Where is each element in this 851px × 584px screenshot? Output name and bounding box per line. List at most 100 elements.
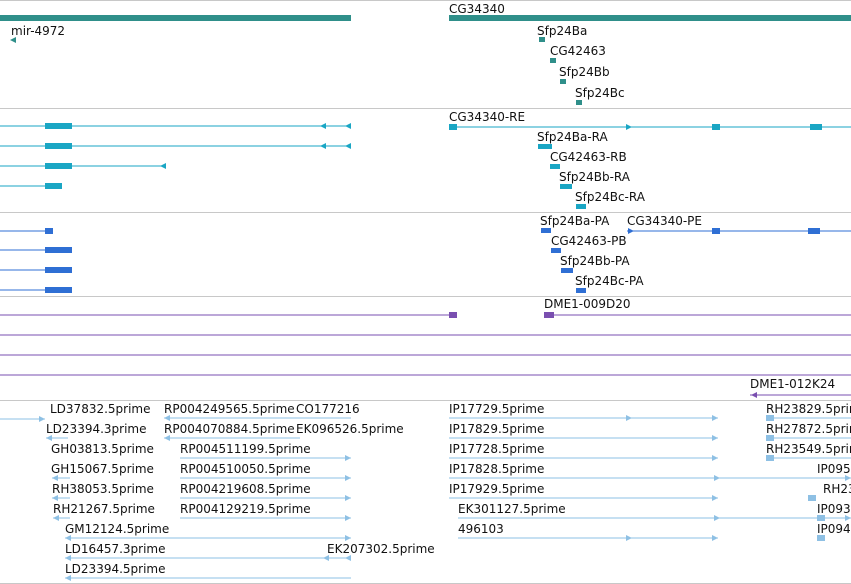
transcript-exon [560,184,572,189]
est-feature [808,495,816,501]
est-label[interactable]: RH238 [823,482,851,496]
est-arrow [714,515,720,521]
transcript-exon [810,124,822,130]
est-label[interactable]: RP004219608.5prime [180,482,311,496]
est-arrow [845,475,851,481]
est-label[interactable]: IP093 [817,502,851,516]
est-label[interactable]: LD37832.5prime [50,402,151,416]
clone-feature [449,312,457,318]
gene-feature [560,79,566,84]
est-label[interactable]: RH21267.5prime [53,502,155,516]
est-label[interactable]: EK207302.5prime [327,542,435,556]
gene-label[interactable]: mir-4972 [11,24,66,38]
est-label[interactable]: IP17829.5prime [449,422,545,436]
transcript-exon [45,123,72,129]
est-arrow [626,415,632,421]
transcript-arrow [320,143,326,149]
est-label[interactable]: 496103 [458,522,504,536]
gene-feature [576,100,582,105]
clone-label[interactable]: DME1-012K24 [750,377,836,391]
protein-label[interactable]: Sfp24Bc-PA [575,274,644,288]
est-arrow [46,435,52,441]
transcript-exon [576,204,586,209]
transcript-label[interactable]: Sfp24Bc-RA [575,190,645,204]
est-arrow [52,495,58,501]
transcript-label[interactable]: Sfp24Bb-RA [559,170,630,184]
clone-label[interactable]: DME1-009D20 [544,297,631,311]
est-label[interactable]: RP004511199.5prime [180,442,311,456]
est-arrow [53,515,59,521]
est-label[interactable]: RH38053.5prime [52,482,154,496]
est-label[interactable]: RH27872.5prim [766,422,851,436]
protein-exon [561,268,573,273]
track-separator [0,400,851,401]
transcript-exon [712,124,720,130]
est-label[interactable]: IP17728.5prime [449,442,545,456]
est-arrow [345,495,351,501]
gene-label[interactable]: Sfp24Bb [559,65,610,79]
gene-feature [550,58,556,63]
transcript-arrow [345,123,351,129]
transcript-label[interactable]: CG34340-RE [449,110,526,124]
est-label[interactable]: CO177216 [296,402,360,416]
track-separator [0,0,851,1]
transcript-exon [45,143,72,149]
est-label[interactable]: IP17929.5prime [449,482,545,496]
protein-exon [576,288,586,293]
est-label[interactable]: IP17729.5prime [449,402,545,416]
est-label[interactable]: IP17828.5prime [449,462,545,476]
est-arrow [712,535,718,541]
clone-feature [544,312,554,318]
protein-exon [45,247,72,253]
est-arrow [65,575,71,581]
est-arrow [345,535,351,541]
transcript-label[interactable]: Sfp24Ba-RA [537,130,608,144]
transcript-exon [45,163,72,169]
track-separator [0,212,851,213]
est-arrow [714,475,720,481]
est-label[interactable]: IP095 [817,462,851,476]
est-label[interactable]: EK301127.5prime [458,502,566,516]
est-label[interactable]: RP004510050.5prime [180,462,311,476]
est-arrow [65,535,71,541]
protein-label[interactable]: CG34340-PE [627,214,702,228]
est-label[interactable]: RP004129219.5prime [180,502,311,516]
est-label[interactable]: GH15067.5prime [51,462,154,476]
transcript-arrow [320,123,326,129]
est-arrow [323,555,329,561]
protein-label[interactable]: Sfp24Bb-PA [560,254,630,268]
est-arrow [712,415,718,421]
est-label[interactable]: EK096526.5prime [296,422,404,436]
transcript-exon [449,124,457,130]
protein-label[interactable]: CG42463-PB [551,234,627,248]
gene-bar [449,15,851,21]
gene-label[interactable]: CG42463 [550,44,606,58]
est-label[interactable]: IP094 [817,522,851,536]
protein-exon [712,228,720,234]
protein-exon [45,228,53,234]
est-feature [766,455,774,461]
est-arrow [164,415,170,421]
est-label[interactable]: LD23394.5prime [65,562,166,576]
est-label[interactable]: RH23549.5prim [766,442,851,456]
gene-label[interactable]: Sfp24Bc [575,86,625,100]
est-feature [817,535,825,541]
protein-exon [808,228,820,234]
protein-label[interactable]: Sfp24Ba-PA [540,214,610,228]
est-label[interactable]: GH03813.5prime [51,442,154,456]
transcript-exon [538,144,552,149]
est-arrow [712,435,718,441]
est-feature [817,515,825,521]
est-label[interactable]: LD16457.3prime [65,542,166,556]
transcript-arrow [345,143,351,149]
gene-label[interactable]: Sfp24Ba [537,24,588,38]
est-label[interactable]: RP004249565.5prime [164,402,295,416]
gene-label[interactable]: CG34340 [449,2,505,16]
transcript-label[interactable]: CG42463-RB [550,150,627,164]
transcript-exon [45,183,62,189]
est-label[interactable]: RP004070884.5prime [164,422,295,436]
protein-arrow [628,228,634,234]
est-label[interactable]: RH23829.5prim [766,402,851,416]
est-label[interactable]: GM12124.5prime [65,522,170,536]
est-label[interactable]: LD23394.3prime [46,422,147,436]
